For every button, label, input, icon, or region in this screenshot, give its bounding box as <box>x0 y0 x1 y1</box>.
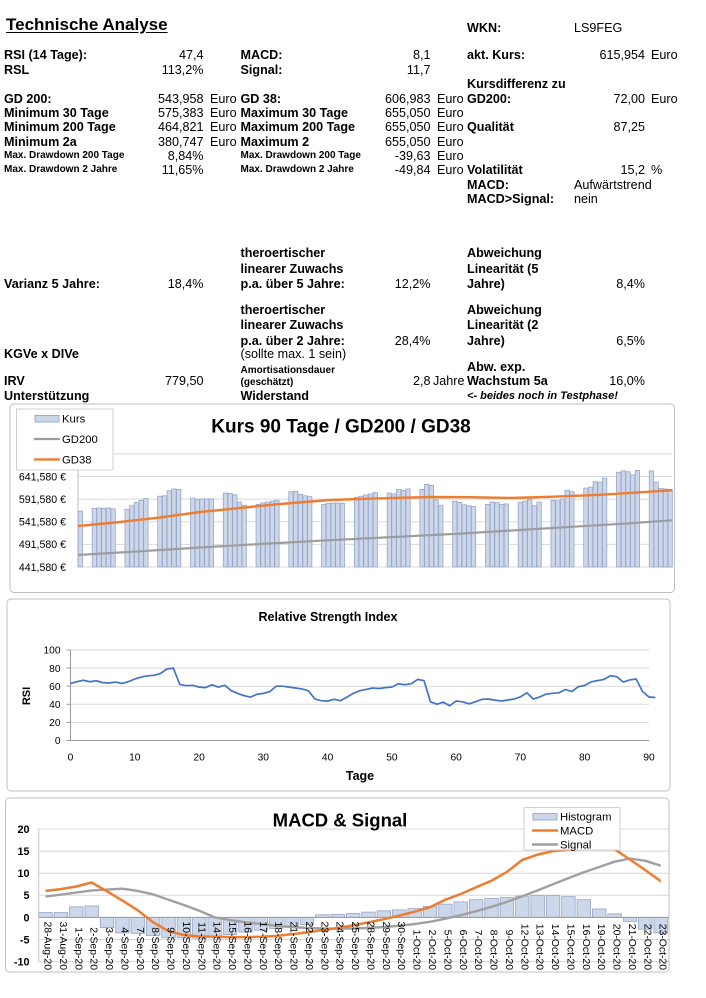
svg-text:19-Oct-20: 19-Oct-20 <box>595 924 606 970</box>
svg-text:29-Sep-20: 29-Sep-20 <box>380 921 391 970</box>
svg-text:40: 40 <box>49 700 61 711</box>
svg-text:-10: -10 <box>14 956 30 968</box>
svg-text:0: 0 <box>55 736 61 747</box>
svg-text:Signal: Signal <box>560 840 591 852</box>
svg-text:GD200: GD200 <box>62 434 98 446</box>
svg-text:Histogram: Histogram <box>560 812 611 824</box>
svg-text:24-Sep-20: 24-Sep-20 <box>334 921 345 970</box>
svg-text:14-Sep-20: 14-Sep-20 <box>211 921 222 970</box>
svg-text:Kurs 90 Tage / GD200 / GD38: Kurs 90 Tage / GD200 / GD38 <box>211 417 470 438</box>
svg-text:2-Oct-20: 2-Oct-20 <box>426 930 437 971</box>
svg-text:9-Sep-20: 9-Sep-20 <box>165 927 176 970</box>
svg-text:22-Sep-20: 22-Sep-20 <box>303 921 314 970</box>
svg-text:591,580 €: 591,580 € <box>19 494 66 506</box>
svg-text:6-Oct-20: 6-Oct-20 <box>457 930 468 971</box>
svg-text:7-Sep-20: 7-Sep-20 <box>134 927 145 970</box>
svg-text:16-Oct-20: 16-Oct-20 <box>580 924 591 970</box>
svg-text:15-Oct-20: 15-Oct-20 <box>564 924 575 970</box>
svg-text:1-Sep-20: 1-Sep-20 <box>72 927 83 970</box>
svg-text:20: 20 <box>193 753 205 764</box>
svg-text:16-Sep-20: 16-Sep-20 <box>241 921 252 970</box>
svg-text:0: 0 <box>23 912 29 924</box>
svg-text:5-Oct-20: 5-Oct-20 <box>441 930 452 971</box>
svg-text:90: 90 <box>643 753 655 764</box>
svg-text:Kurs: Kurs <box>62 414 86 426</box>
svg-text:30: 30 <box>258 753 270 764</box>
svg-text:9-Oct-20: 9-Oct-20 <box>503 930 514 971</box>
svg-text:15: 15 <box>17 846 29 858</box>
svg-text:4-Sep-20: 4-Sep-20 <box>118 927 129 970</box>
svg-text:441,580 €: 441,580 € <box>19 562 66 574</box>
svg-text:1-Oct-20: 1-Oct-20 <box>411 930 422 971</box>
svg-text:40: 40 <box>322 753 334 764</box>
svg-text:25-Sep-20: 25-Sep-20 <box>349 921 360 970</box>
svg-text:2-Sep-20: 2-Sep-20 <box>88 927 99 970</box>
svg-text:20: 20 <box>49 718 61 729</box>
svg-text:23-Oct-20: 23-Oct-20 <box>657 924 668 970</box>
svg-text:10: 10 <box>17 868 29 880</box>
svg-text:70: 70 <box>515 753 527 764</box>
svg-text:30-Sep-20: 30-Sep-20 <box>395 921 406 970</box>
svg-text:28-Aug-20: 28-Aug-20 <box>42 921 53 970</box>
svg-text:31-Aug-20: 31-Aug-20 <box>57 921 68 970</box>
svg-text:5: 5 <box>23 890 29 902</box>
svg-text:3-Sep-20: 3-Sep-20 <box>103 927 114 970</box>
svg-text:491,580 €: 491,580 € <box>19 539 66 551</box>
svg-text:10: 10 <box>129 753 141 764</box>
svg-text:14-Oct-20: 14-Oct-20 <box>549 924 560 970</box>
svg-text:21-Sep-20: 21-Sep-20 <box>288 921 299 970</box>
svg-text:Tage: Tage <box>346 769 374 783</box>
svg-text:20: 20 <box>17 824 29 836</box>
svg-text:7-Oct-20: 7-Oct-20 <box>472 930 483 971</box>
svg-text:20-Oct-20: 20-Oct-20 <box>611 924 622 970</box>
svg-text:21-Oct-20: 21-Oct-20 <box>626 924 637 970</box>
svg-text:50: 50 <box>386 753 398 764</box>
svg-text:13-Oct-20: 13-Oct-20 <box>534 924 545 970</box>
svg-text:-5: -5 <box>20 934 30 946</box>
svg-text:MACD & Signal: MACD & Signal <box>273 810 408 831</box>
svg-text:Relative Strength Index: Relative Strength Index <box>259 610 398 624</box>
svg-text:80: 80 <box>49 664 61 675</box>
svg-text:80: 80 <box>579 753 591 764</box>
svg-text:8-Oct-20: 8-Oct-20 <box>488 930 499 971</box>
svg-text:RSI: RSI <box>21 687 33 705</box>
svg-text:22-Oct-20: 22-Oct-20 <box>641 924 652 970</box>
svg-text:641,580 €: 641,580 € <box>19 471 66 483</box>
svg-text:MACD: MACD <box>560 826 593 838</box>
svg-text:60: 60 <box>49 682 61 693</box>
svg-text:15-Sep-20: 15-Sep-20 <box>226 921 237 970</box>
svg-text:0: 0 <box>68 753 74 764</box>
svg-text:23-Sep-20: 23-Sep-20 <box>318 921 329 970</box>
svg-text:10-Sep-20: 10-Sep-20 <box>180 921 191 970</box>
svg-text:17-Sep-20: 17-Sep-20 <box>257 921 268 970</box>
svg-text:28-Sep-20: 28-Sep-20 <box>365 921 376 970</box>
svg-text:541,580 €: 541,580 € <box>19 516 66 528</box>
svg-text:GD38: GD38 <box>62 454 92 466</box>
svg-text:60: 60 <box>451 753 463 764</box>
svg-text:8-Sep-20: 8-Sep-20 <box>149 927 160 970</box>
svg-text:100: 100 <box>44 646 61 657</box>
svg-text:18-Sep-20: 18-Sep-20 <box>272 921 283 970</box>
svg-text:11-Sep-20: 11-Sep-20 <box>195 922 206 970</box>
svg-text:12-Oct-20: 12-Oct-20 <box>518 924 529 970</box>
